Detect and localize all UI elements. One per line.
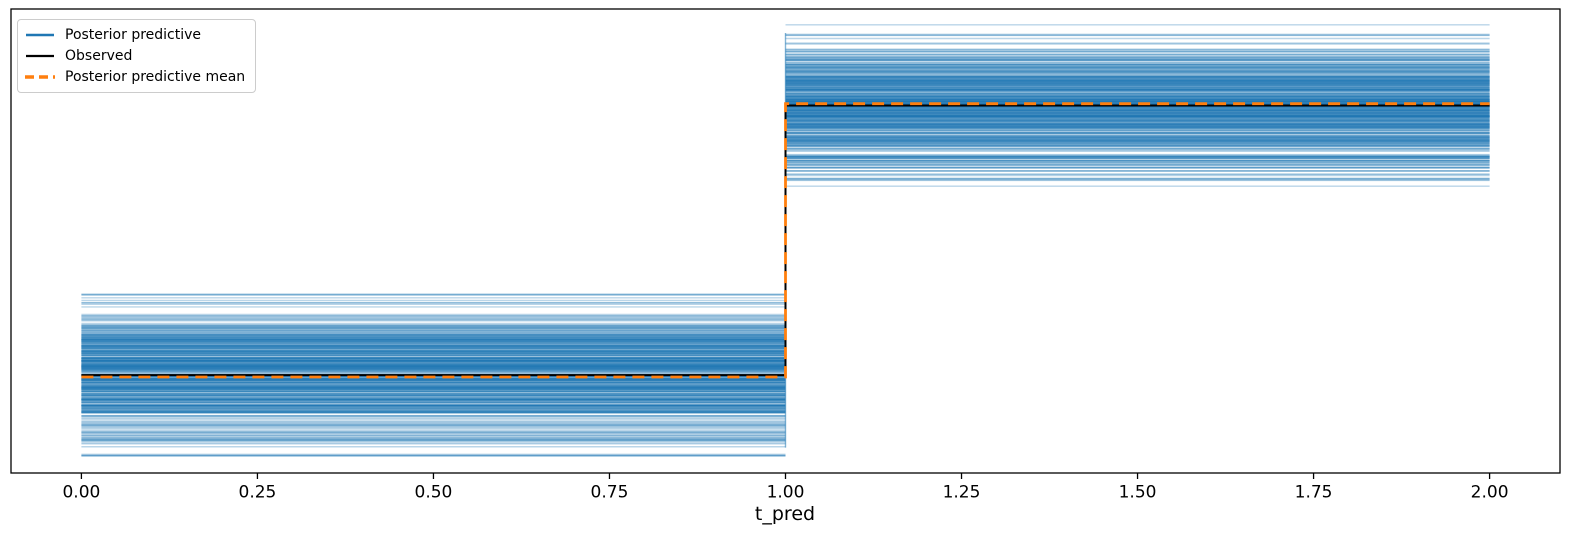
x-tick-label: 0.00: [62, 482, 100, 502]
posterior-predictive-samples: [81, 24, 1490, 457]
legend: Posterior predictive Observed Posterior …: [17, 19, 257, 93]
x-tick-label: 2.00: [1471, 482, 1509, 502]
x-axis-label: t_pred: [754, 503, 816, 525]
x-axis-ticks: 0.00 0.25 0.50 0.75 1.00 1.25 1.50 1.75 2.00: [62, 473, 1509, 502]
x-tick-label: 0.75: [591, 482, 629, 502]
legend-item-observed: Observed: [25, 47, 245, 65]
x-tick-label: 1.75: [1295, 482, 1333, 502]
observed-line-icon: [26, 54, 54, 58]
x-tick-label: 1.25: [943, 482, 981, 502]
x-tick-label: 1.00: [767, 482, 805, 502]
posterior-predictive-line-icon: [26, 33, 54, 37]
x-tick-label: 0.25: [239, 482, 277, 502]
legend-label-observed: Observed: [65, 48, 133, 64]
posterior-predictive-mean-line: [81, 102, 1490, 379]
legend-label-posterior-predictive: Posterior predictive: [65, 27, 202, 43]
legend-label-posterior-predictive-mean: Posterior predictive mean: [65, 69, 246, 85]
x-tick-label: 0.50: [415, 482, 453, 502]
posterior-predictive-mean-dashed-line-icon: [25, 75, 55, 79]
legend-item-posterior-predictive-mean: Posterior predictive mean: [25, 68, 245, 86]
legend-item-posterior-predictive: Posterior predictive: [25, 26, 245, 44]
x-tick-label: 1.50: [1119, 482, 1157, 502]
